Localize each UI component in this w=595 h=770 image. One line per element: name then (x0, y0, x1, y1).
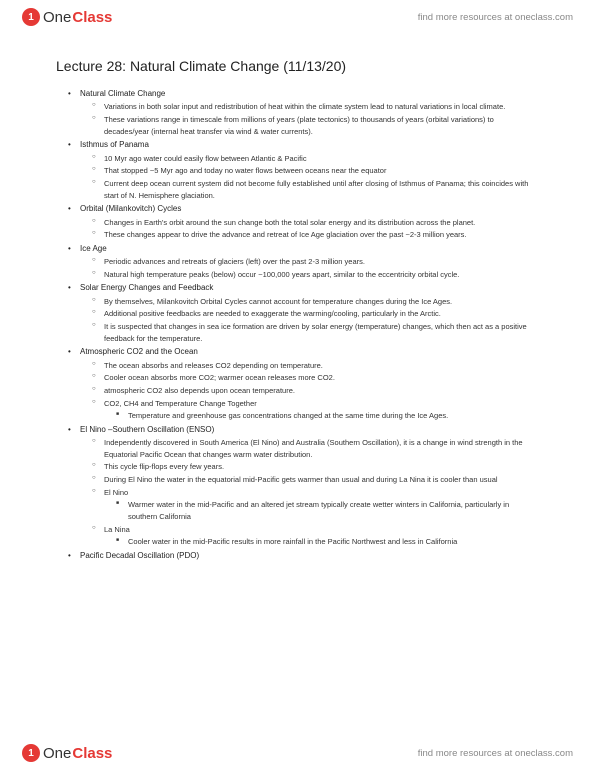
section-items: By themselves, Milankovitch Orbital Cycl… (80, 296, 539, 345)
logo: 1 OneClass (22, 8, 112, 26)
section-items: Changes in Earth's orbit around the sun … (80, 217, 539, 241)
list-item: Additional positive feedbacks are needed… (104, 308, 539, 320)
section-heading: Ice Age (80, 244, 107, 253)
list-item-label: CO2, CH4 and Temperature Change Together (104, 399, 257, 408)
list-item: Variations in both solar input and redis… (104, 101, 539, 113)
list-item-label: La Nina (104, 525, 130, 534)
outline-section: Solar Energy Changes and Feedback By them… (80, 282, 539, 344)
section-heading: Solar Energy Changes and Feedback (80, 283, 213, 292)
section-items: The ocean absorbs and releases CO2 depen… (80, 360, 539, 422)
list-item: Independently discovered in South Americ… (104, 437, 539, 460)
list-item: Current deep ocean current system did no… (104, 178, 539, 201)
logo-badge-icon: 1 (22, 8, 40, 26)
header: 1 OneClass find more resources at onecla… (0, 0, 595, 34)
section-heading: Pacific Decadal Oscillation (PDO) (80, 551, 199, 560)
list-item: Periodic advances and retreats of glacie… (104, 256, 539, 268)
list-item: That stopped ~5 Myr ago and today no wat… (104, 165, 539, 177)
footer-logo-text-one: One (43, 745, 71, 762)
list-item: atmospheric CO2 also depends upon ocean … (104, 385, 539, 397)
logo-text-class: Class (72, 9, 112, 26)
list-item: By themselves, Milankovitch Orbital Cycl… (104, 296, 539, 308)
footer: 1 OneClass find more resources at onecla… (0, 736, 595, 770)
list-item: These changes appear to drive the advanc… (104, 229, 539, 241)
list-item: This cycle flip-flops every few years. (104, 461, 539, 473)
outline-section: Ice Age Periodic advances and retreats of… (80, 243, 539, 281)
list-item: Warmer water in the mid-Pacific and an a… (128, 499, 539, 522)
section-heading: Isthmus of Panama (80, 140, 149, 149)
list-item: 10 Myr ago water could easily flow betwe… (104, 153, 539, 165)
section-items: Periodic advances and retreats of glacie… (80, 256, 539, 280)
list-item: CO2, CH4 and Temperature Change Together… (104, 398, 539, 422)
section-heading: El Nino –Southern Oscillation (ENSO) (80, 425, 214, 434)
footer-tagline[interactable]: find more resources at oneclass.com (418, 748, 573, 759)
outline-section: Atmospheric CO2 and the Ocean The ocean a… (80, 346, 539, 422)
list-item: Cooler ocean absorbs more CO2; warmer oc… (104, 372, 539, 384)
list-item: La Nina Cooler water in the mid-Pacific r… (104, 524, 539, 548)
section-heading: Atmospheric CO2 and the Ocean (80, 347, 198, 356)
sub-items: Temperature and greenhouse gas concentra… (104, 410, 539, 422)
page-title: Lecture 28: Natural Climate Change (11/1… (56, 58, 539, 74)
section-items: 10 Myr ago water could easily flow betwe… (80, 153, 539, 202)
sub-items: Cooler water in the mid-Pacific results … (104, 536, 539, 548)
outline-section: El Nino –Southern Oscillation (ENSO) Inde… (80, 424, 539, 548)
sub-items: Warmer water in the mid-Pacific and an a… (104, 499, 539, 522)
list-item: The ocean absorbs and releases CO2 depen… (104, 360, 539, 372)
logo-text-one: One (43, 9, 71, 26)
section-items: Variations in both solar input and redis… (80, 101, 539, 137)
list-item: El NinoWarmer water in the mid-Pacific a… (104, 487, 539, 523)
section-heading: Orbital (Milankovitch) Cycles (80, 204, 181, 213)
footer-logo-badge-icon: 1 (22, 744, 40, 762)
outline-section: Natural Climate Change Variations in both… (80, 88, 539, 137)
list-item: Natural high temperature peaks (below) o… (104, 269, 539, 281)
section-heading: Natural Climate Change (80, 89, 165, 98)
outline-section: Pacific Decadal Oscillation (PDO) (80, 550, 539, 562)
list-item: These variations range in timescale from… (104, 114, 539, 137)
list-item: During El Nino the water in the equatori… (104, 474, 539, 486)
list-item: Changes in Earth's orbit around the sun … (104, 217, 539, 229)
list-item: It is suspected that changes in sea ice … (104, 321, 539, 344)
document-content: Lecture 28: Natural Climate Change (11/1… (0, 34, 595, 604)
outline-section: Isthmus of Panama 10 Myr ago water could … (80, 139, 539, 201)
list-item: Cooler water in the mid-Pacific results … (128, 536, 539, 548)
section-items: Independently discovered in South Americ… (80, 437, 539, 548)
footer-logo-text-class: Class (72, 745, 112, 762)
header-tagline[interactable]: find more resources at oneclass.com (418, 12, 573, 23)
outline-section: Orbital (Milankovitch) Cycles Changes in … (80, 203, 539, 241)
footer-logo: 1 OneClass (22, 744, 112, 762)
outline-list: Natural Climate Change Variations in both… (56, 88, 539, 562)
list-item: Temperature and greenhouse gas concentra… (128, 410, 539, 422)
list-item-label: El Nino (104, 488, 128, 497)
